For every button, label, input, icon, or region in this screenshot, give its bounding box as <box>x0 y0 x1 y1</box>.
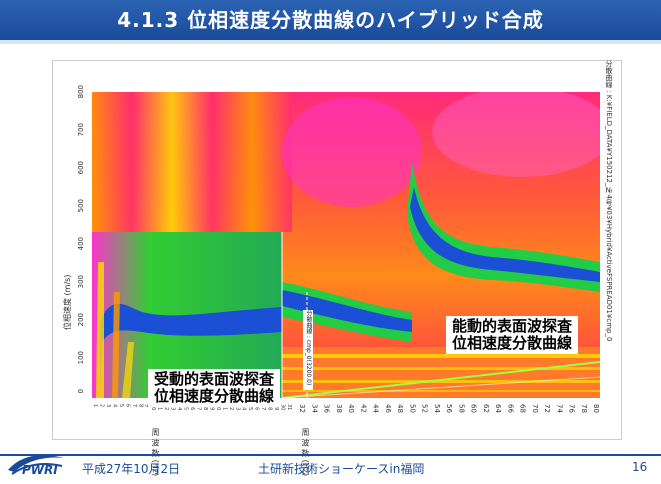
footer-event: 土研新技術ショーケースin福岡 <box>258 462 425 476</box>
x-tick: 54 <box>432 404 441 413</box>
x-tick: 58 <box>457 404 466 413</box>
mid-curve-label: 分散曲線 : cmp_0(3200.0) <box>303 310 313 390</box>
y-tick: 100 <box>77 351 85 365</box>
x-tick: 76 <box>567 404 576 413</box>
x-tick: 64 <box>494 404 502 413</box>
x-tick: 32 <box>298 404 306 413</box>
footer-rule <box>0 454 661 456</box>
x-tick: 44 <box>371 404 380 413</box>
x-tick: 70 <box>530 404 539 413</box>
x-tick: 29 <box>273 404 280 411</box>
y-tick: 700 <box>77 123 85 137</box>
x-tick: 4 <box>111 404 118 408</box>
footer-date: 平成27年10月2日 <box>82 462 181 476</box>
x-tick: 6 <box>124 404 131 408</box>
x-tick: 38 <box>334 404 343 413</box>
title-bar <box>0 0 661 40</box>
x-tick: 78 <box>579 404 588 413</box>
x-tick: 36 <box>322 404 331 413</box>
y-tick: 0 <box>77 389 85 394</box>
y-tick: 400 <box>77 237 85 251</box>
x-tick: 16 <box>189 404 195 411</box>
title-rule <box>0 40 661 44</box>
x-tick: 42 <box>359 404 368 413</box>
x-tick: 34 <box>310 404 319 413</box>
x-tick: 28 <box>266 404 273 411</box>
x-tick: 25 <box>247 404 254 411</box>
x-tick: 48 <box>396 404 404 413</box>
x-tick: 74 <box>555 404 564 413</box>
x-tick: 18 <box>201 404 208 411</box>
pwri-logo <box>8 455 64 475</box>
x-tick: 19 <box>208 404 215 411</box>
x-tick: 7 <box>130 404 137 408</box>
x-tick: 80 <box>592 404 600 413</box>
x-tick: 30 <box>279 404 286 411</box>
slide-title: 4.1.3 位相速度分散曲線のハイブリッド合成 <box>117 8 544 32</box>
y-tick: 600 <box>77 161 85 175</box>
y-axis-label: 位相速度 (m/s) <box>63 274 72 330</box>
x-tick: 2 <box>98 404 105 408</box>
x-tick: 68 <box>518 404 527 413</box>
x-tick: 31 <box>286 404 292 411</box>
x-tick: 21 <box>221 404 228 411</box>
x-tick: 5 <box>117 404 124 408</box>
x-tick: 66 <box>506 404 515 413</box>
x-tick: 3 <box>104 404 111 408</box>
x-tick: 15 <box>182 404 189 411</box>
x-tick: 56 <box>445 404 453 413</box>
right-file-label: 分散曲線 : K:¥FIELD_DATA¥Y150212_№4号¥03¥Hybr… <box>605 60 613 342</box>
slide-number: 16 <box>632 460 648 474</box>
x-unit-right: 周 波 数 (Hz) <box>301 428 310 477</box>
x-unit-left: 周 波 数 (Hz) <box>151 428 160 477</box>
x-tick: 27 <box>260 404 267 411</box>
x-tick: 8 <box>137 404 144 408</box>
y-tick: 500 <box>77 199 85 213</box>
passive-label: 受動的表面波探査 位相速度分散曲線 <box>148 369 281 407</box>
x-tick: 62 <box>481 404 490 413</box>
x-tick: 24 <box>240 404 247 411</box>
x-tick: 50 <box>408 404 417 413</box>
x-tick: 1 <box>92 404 98 408</box>
x-tick: 26 <box>253 404 260 411</box>
active-label: 能動的表面波探査 位相速度分散曲線 <box>446 316 579 354</box>
x-tick: 10 <box>150 404 157 411</box>
x-tick: 12 <box>163 404 170 411</box>
x-tick: 9 <box>143 404 150 408</box>
x-tick: 60 <box>469 404 478 413</box>
x-tick: 14 <box>176 404 183 411</box>
x-tick: 17 <box>195 404 202 411</box>
y-tick: 200 <box>77 313 85 327</box>
y-tick: 800 <box>77 85 85 99</box>
x-tick: 11 <box>156 404 163 411</box>
x-tick: 40 <box>347 404 355 413</box>
y-tick: 300 <box>77 275 85 289</box>
x-tick: 46 <box>383 404 392 413</box>
x-tick: 72 <box>543 404 551 413</box>
x-tick: 23 <box>234 404 241 411</box>
x-tick: 20 <box>214 404 221 411</box>
logo-text: PWRI <box>22 463 58 477</box>
x-tick: 13 <box>169 404 176 411</box>
x-tick: 52 <box>420 404 429 413</box>
x-tick: 22 <box>227 404 234 411</box>
